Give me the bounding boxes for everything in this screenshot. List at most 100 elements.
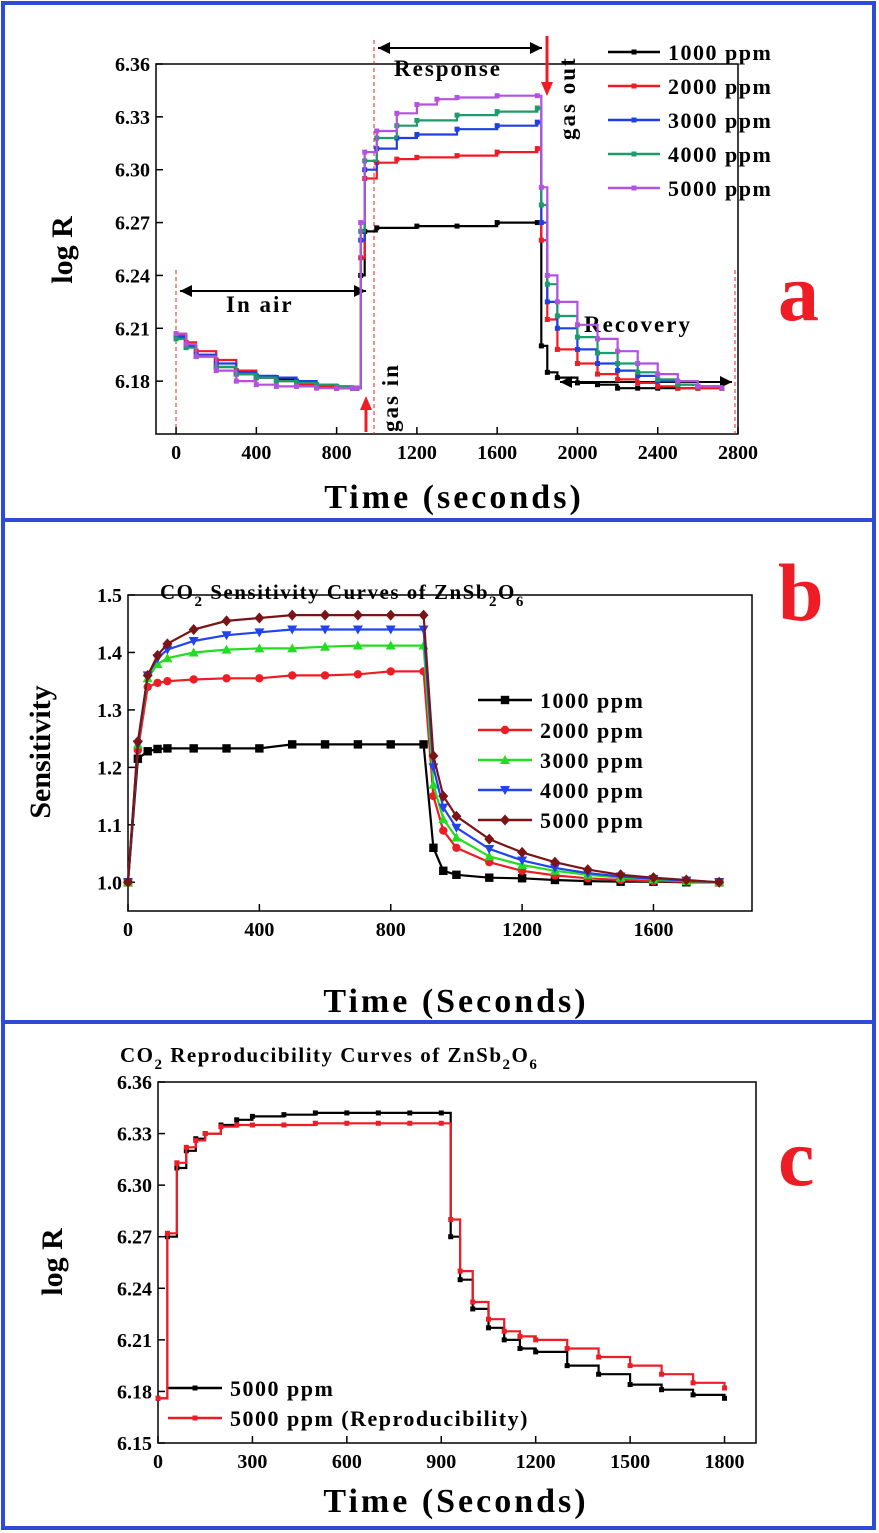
panel-a-data-point: [675, 382, 681, 388]
panel-a-data-point: [314, 382, 320, 388]
panel-b-legend-marker: [500, 814, 510, 826]
panel-b-data-point: [452, 843, 461, 852]
panel-b-data-point: [287, 609, 298, 621]
panel-b-data-point: [163, 744, 172, 753]
panel-c-ytick-label: 6.36: [117, 1072, 152, 1094]
panel-a-legend-marker: [631, 83, 637, 89]
panel-a-data-point: [454, 112, 460, 118]
panel-b-axes: [127, 594, 753, 912]
panel-c-xtick-label: 1200: [516, 1451, 556, 1473]
panel-b-data-point: [429, 843, 438, 852]
panel-a-data-point: [414, 102, 420, 108]
panel-a-data-point: [534, 220, 540, 226]
panel-a-data-point: [544, 316, 550, 322]
panel-c-data-point: [183, 1144, 189, 1150]
gas-out-arrow-icon: [541, 82, 553, 96]
response-label: Response: [394, 56, 502, 81]
panel-c-data-point: [470, 1299, 476, 1305]
panel-b-data-point: [254, 612, 265, 624]
panel-a-data-point: [350, 385, 356, 391]
panel-a-data-point: [534, 119, 540, 125]
panel-b-xtick-label: 1200: [502, 919, 542, 941]
panel-a-legend-label: 2000 ppm: [668, 74, 772, 99]
panel-b-data-point: [153, 744, 162, 754]
panel-b-data-point: [681, 874, 692, 886]
panel-a-data-point: [554, 325, 560, 331]
panel-a-xlabel: Time (seconds): [324, 479, 584, 516]
panel-b-data-point: [255, 674, 264, 683]
panel-a-data-point: [574, 380, 580, 386]
panel-a-data-point: [362, 149, 368, 155]
panel-b-data-point: [439, 826, 448, 835]
panel-b-ytick-label: 1.3: [97, 700, 122, 722]
panel-c-axes: [157, 1081, 757, 1444]
panel-a-data-point: [273, 378, 279, 384]
panel-b-data-point: [648, 872, 659, 884]
panel-c-data-point: [249, 1113, 255, 1119]
panel-a-data-point: [454, 94, 460, 100]
panel-c-data-point: [344, 1110, 350, 1116]
panel-b-data-point: [142, 669, 153, 681]
panel-b-legend-label: 1000 ppm: [540, 688, 644, 713]
panel-a-data-point: [655, 376, 661, 382]
panel-c-data-point: [485, 1325, 491, 1331]
panel-a-data-point: [595, 371, 601, 377]
panel-b-data-point: [550, 875, 560, 885]
panel-b-data-point: [615, 869, 626, 881]
panel-a-xtick-label: 0: [171, 442, 181, 464]
panel-a-data-point: [183, 341, 189, 347]
panel-a-data-point: [454, 126, 460, 132]
panel-b-title-mid: Sensitivity Curves of ZnSb: [204, 580, 490, 604]
panel-a-legend-label: 4000 ppm: [668, 142, 772, 167]
panel-a-data-point: [394, 110, 400, 116]
panel-a-data-point: [615, 368, 621, 374]
panel-a-data-point: [414, 154, 420, 160]
panel-a-data-point: [538, 343, 544, 349]
panel-a-legend-marker: [631, 151, 637, 157]
panel-b-data-point: [320, 641, 331, 651]
panel-b-data-point: [452, 870, 461, 880]
panel-c-data-point: [174, 1160, 180, 1166]
panel-b-data-point: [123, 876, 133, 888]
panel-b-data-point: [254, 643, 265, 653]
panel-b-data-point: [189, 744, 198, 753]
panel-a-data-point: [293, 380, 299, 386]
panel-c-ytick-label: 6.24: [117, 1278, 152, 1300]
panel-c-data-point: [533, 1337, 539, 1343]
panel-b-xtick-label: 800: [376, 919, 406, 941]
panel-a-data-point: [334, 385, 340, 391]
panel-c-data-point: [722, 1385, 728, 1391]
panel-c-data-point: [501, 1337, 507, 1343]
panel-c-data-point: [155, 1395, 161, 1401]
panel-c-data-point: [438, 1110, 444, 1116]
panel-a-data-point: [534, 146, 540, 152]
recovery-arrow-right-icon: [720, 376, 732, 388]
panel-a-xtick-label: 1600: [477, 442, 517, 464]
panel-b-data-point: [189, 675, 198, 684]
panel-a-data-point: [494, 93, 500, 99]
panel-b-data-point: [162, 653, 173, 663]
panel-a-ytick-label: 6.36: [115, 54, 150, 76]
panel-a-data-point: [534, 105, 540, 111]
panel-b-data-point: [582, 864, 593, 876]
panel-a-data-point: [454, 223, 460, 229]
panel-c-title-sub2: 2: [503, 1057, 512, 1073]
panel-c-data-point: [249, 1122, 255, 1128]
panel-a-ytick-label: 6.30: [115, 160, 150, 182]
panel-a-data-point: [494, 149, 500, 155]
panel-a-data-point: [434, 96, 440, 102]
panel-c-legend-marker: [192, 1415, 198, 1421]
panel-b-title-sub2: 2: [489, 594, 498, 610]
panel-c-data-point: [485, 1316, 491, 1322]
panel-a-data-point: [675, 385, 681, 391]
panel-a-data-point: [719, 385, 725, 391]
panel-c-data-point: [344, 1120, 350, 1126]
panel-a-data-point: [494, 220, 500, 226]
panel-a-data-point: [354, 385, 360, 391]
panel-c-frame: [1, 1020, 876, 1530]
panel-b-legend-marker: [500, 695, 510, 705]
panel-a-data-point: [538, 202, 544, 208]
panel-a-data-point: [635, 380, 641, 386]
panel-b-xtick-label: 1600: [633, 919, 673, 941]
panel-c-data-point: [164, 1230, 170, 1236]
